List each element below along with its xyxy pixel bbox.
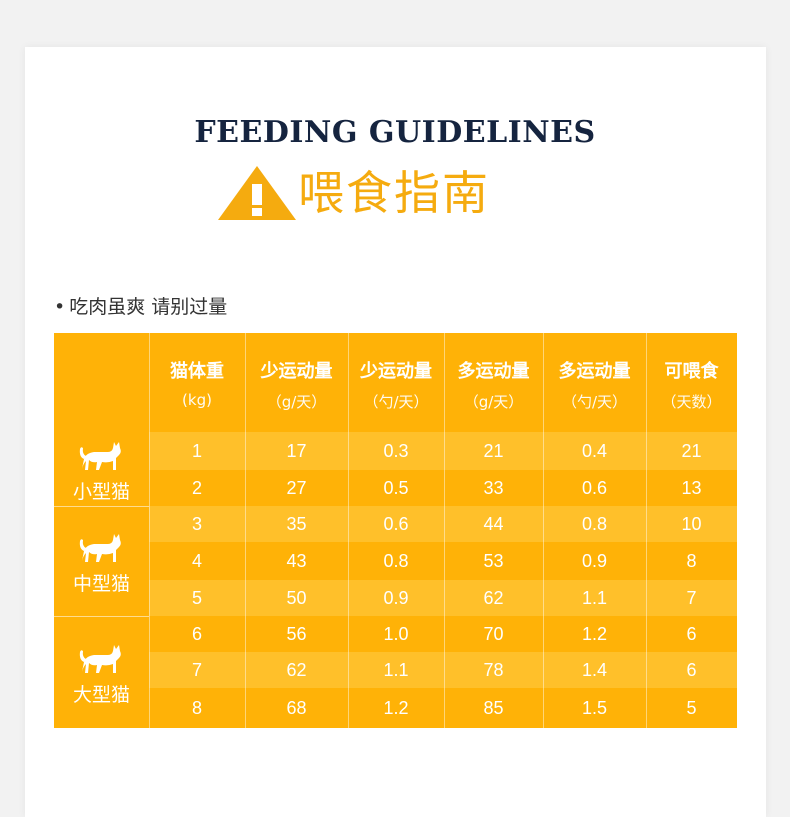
table-cell: 27	[286, 477, 307, 498]
table-cell: 78	[483, 659, 504, 680]
header-unit: (kg)	[182, 391, 212, 409]
table-cell: 1.1	[581, 587, 608, 608]
table-cell: 0.8	[383, 550, 409, 571]
table-cell: 33	[483, 477, 504, 498]
table-row: 7 62 1.1 78 1.4 6	[149, 652, 737, 688]
table-cell: 0.3	[383, 440, 409, 461]
table-cell: 21	[681, 440, 702, 461]
table-cell: 7	[686, 587, 697, 608]
header-label: 多运动量	[457, 361, 530, 382]
header-unit: （天数）	[661, 393, 722, 411]
header-unit: （勺/天）	[363, 393, 429, 411]
table-row: 6 56 1.0 70 1.2 6	[149, 616, 737, 652]
table-row: 3 35 0.6 44 0.8 10	[149, 506, 737, 542]
column-divider	[543, 333, 544, 728]
cat-icon	[78, 439, 124, 473]
table-cell: 53	[483, 550, 504, 571]
table-cell: 0.8	[581, 513, 608, 534]
table-row: 4 43 0.8 53 0.9 8	[149, 542, 737, 580]
table-header-cell: 多运动量 （g/天）	[444, 333, 543, 432]
table-row: 5 50 0.9 62 1.1 7	[149, 580, 737, 616]
header-unit: （g/天）	[463, 393, 524, 411]
table-cell: 1.2	[581, 623, 608, 644]
table-cell: 44	[483, 513, 504, 534]
page-title-cn-block: 喂食指南	[216, 164, 490, 222]
size-group-2: 中型猫	[54, 506, 149, 616]
column-divider	[646, 333, 647, 728]
table-cell: 1.0	[383, 623, 409, 644]
header-label: 可喂食	[664, 361, 719, 382]
size-group-3: 大型猫	[54, 616, 149, 728]
table-cell: 6	[686, 659, 697, 680]
column-divider	[348, 333, 349, 728]
table-cell: 0.6	[581, 477, 608, 498]
table-cell: 3	[191, 513, 202, 534]
table-cell: 0.5	[383, 477, 409, 498]
note-text: 吃肉虽爽 请别过量	[69, 296, 228, 318]
cat-icon	[78, 642, 124, 676]
header-label: 少运动量	[360, 361, 432, 382]
table-header-cell: 少运动量 （勺/天）	[348, 333, 444, 432]
table-cell: 8	[191, 697, 202, 718]
header-unit: （勺/天）	[561, 393, 628, 411]
table-cell: 0.9	[383, 587, 409, 608]
table-row: 8 68 1.2 85 1.5 5	[149, 688, 737, 728]
table-cell: 50	[286, 587, 307, 608]
warning-triangle-icon	[218, 166, 296, 220]
size-group-label: 中型猫	[72, 573, 130, 595]
column-divider	[444, 333, 445, 728]
table-header-cell: 可喂食 （天数）	[646, 333, 737, 432]
cat-icon	[78, 531, 124, 565]
table-cell: 10	[681, 513, 702, 534]
table-cell: 1.2	[383, 697, 409, 718]
table-cell: 62	[286, 659, 307, 680]
table-cell: 1.5	[581, 697, 608, 718]
group-divider	[54, 616, 149, 617]
header-unit: （g/天）	[266, 393, 327, 411]
page-title-en: FEEDING GUIDELINES	[194, 115, 596, 150]
note-line: • 吃肉虽爽 请别过量	[54, 296, 228, 318]
table-cell: 4	[191, 550, 202, 571]
table-cell: 43	[286, 550, 307, 571]
feeding-table: 1 17 0.3 21 0.4 21 2 27 0.5 33 0.6 13 3 35 0.6 44 0.8 10 4…	[54, 333, 737, 728]
column-divider	[245, 333, 246, 728]
table-cell: 8	[686, 550, 697, 571]
table-cell: 62	[483, 587, 504, 608]
size-group-1: 小型猫	[54, 432, 149, 506]
header-label: 少运动量	[260, 361, 333, 382]
table-cell: 56	[286, 623, 307, 644]
table-cell: 35	[286, 513, 307, 534]
table-cell: 0.4	[581, 440, 608, 461]
table-cell: 1	[191, 440, 202, 461]
header-label: 猫体重	[170, 361, 224, 382]
table-cell: 85	[483, 697, 504, 718]
table-row: 2 27 0.5 33 0.6 13	[149, 470, 737, 506]
table-header-cell: 多运动量 （勺/天）	[543, 333, 646, 432]
table-cell: 68	[286, 697, 307, 718]
page-title-cn: 喂食指南	[298, 166, 490, 220]
table-cell: 0.6	[383, 513, 409, 534]
table-cell: 13	[681, 477, 702, 498]
table-cell: 1.1	[383, 659, 409, 680]
table-header-cell: 猫体重 (kg)	[149, 333, 245, 432]
table-cell: 1.4	[581, 659, 608, 680]
table-cell: 7	[191, 659, 202, 680]
table-cell: 0.9	[581, 550, 608, 571]
table-cell: 17	[286, 440, 307, 461]
table-cell: 2	[191, 477, 202, 498]
table-cell: 5	[686, 697, 697, 718]
column-divider	[149, 333, 150, 728]
size-group-label: 大型猫	[72, 684, 130, 706]
header-label: 多运动量	[558, 361, 631, 382]
table-cell: 5	[191, 587, 202, 608]
table-cell: 6	[191, 623, 202, 644]
table-cell: 21	[483, 440, 504, 461]
table-header-cell: 少运动量 （g/天）	[245, 333, 348, 432]
size-group-label: 小型猫	[72, 481, 130, 503]
group-divider	[54, 506, 149, 507]
table-row: 1 17 0.3 21 0.4 21	[149, 432, 737, 470]
table-cell: 6	[686, 623, 697, 644]
table-cell: 70	[483, 623, 504, 644]
